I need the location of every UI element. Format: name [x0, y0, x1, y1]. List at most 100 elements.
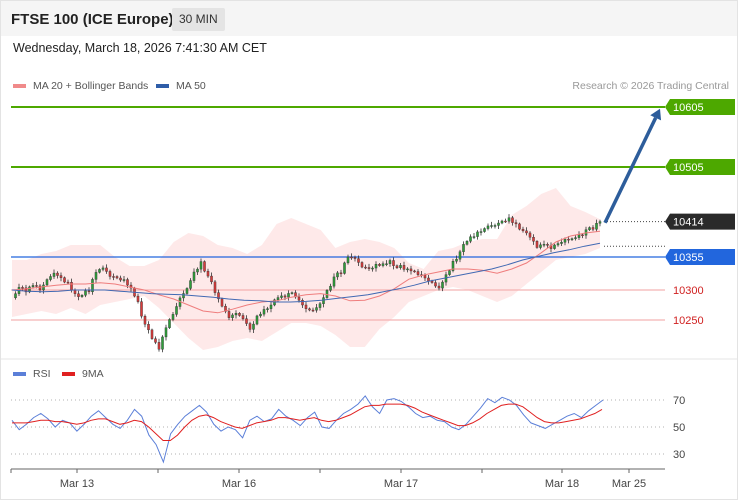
candle-body	[126, 279, 129, 286]
candle-body	[35, 285, 38, 287]
rsi-tick-30: 30	[673, 449, 685, 461]
candle-body	[535, 241, 539, 248]
candle-body	[455, 258, 458, 262]
candle-body	[336, 272, 339, 278]
forecast-arrow-layer	[603, 108, 662, 224]
candle-body	[231, 314, 234, 318]
candle-body	[266, 308, 269, 310]
candle-body	[371, 267, 374, 270]
time-axis-layer: Mar 13 Mar 16 Mar 17 Mar 18 Mar 25	[10, 468, 665, 490]
candle-body	[269, 304, 273, 309]
candle-body	[91, 279, 94, 293]
candle-body	[105, 267, 108, 272]
candle-body	[21, 287, 24, 289]
candle-body	[504, 220, 507, 223]
candle-body	[255, 315, 259, 325]
ma50-swatch	[156, 84, 169, 88]
rsi-ma-swatch	[62, 372, 75, 376]
candle-body	[80, 295, 84, 297]
candle-body	[465, 241, 469, 245]
candle-body	[388, 260, 392, 264]
candle-body	[367, 267, 371, 269]
candle-body	[175, 306, 178, 315]
candle-body	[423, 274, 427, 279]
candle-body	[357, 258, 360, 263]
candle-body	[164, 327, 168, 338]
price-label-10300: 10300	[673, 285, 704, 297]
candle-body	[98, 269, 101, 273]
candle-body	[140, 301, 143, 317]
candle-body	[192, 271, 196, 281]
legend-rsi-ma: 9MA	[62, 368, 104, 380]
candle-body	[546, 244, 549, 246]
candle-body	[511, 217, 514, 223]
candle-body	[476, 231, 479, 237]
price-label-10605-bg	[665, 99, 735, 115]
candle-body	[497, 222, 500, 226]
candle-body	[182, 293, 185, 299]
candle-body	[332, 276, 336, 287]
candle-body	[539, 244, 542, 248]
candle-body	[311, 309, 315, 312]
candle-body	[297, 296, 301, 301]
candle-body	[577, 234, 581, 238]
candle-body	[322, 297, 325, 304]
candle-body	[259, 313, 262, 317]
time-tick-label: Mar 25	[612, 478, 646, 490]
candle-body	[157, 342, 161, 350]
candle-body	[59, 275, 63, 278]
price-labels-layer: 10605 10505 10414 10355 10300 10250	[665, 99, 735, 327]
legend-ma50-label: MA 50	[176, 80, 206, 92]
candle-body	[56, 272, 59, 276]
time-tick-label: Mar 13	[60, 478, 94, 490]
price-label-10355-bg	[665, 249, 735, 265]
timeframe-badge[interactable]: 30 MIN	[172, 8, 225, 31]
candle-body	[28, 286, 31, 293]
candle-body	[147, 324, 150, 331]
candle-body	[287, 293, 290, 298]
candle-body	[24, 287, 28, 293]
candle-body	[84, 290, 87, 296]
candle-body	[241, 315, 245, 319]
candle-body	[430, 280, 434, 283]
candle-body	[325, 290, 329, 298]
candle-body	[206, 270, 210, 277]
bollinger-swatch	[13, 84, 26, 88]
chart-header: FTSE 100 (ICE Europe) 30 MIN	[1, 1, 737, 36]
candle-body	[196, 268, 199, 273]
rsi-ma-line	[12, 403, 603, 441]
candle-body	[378, 264, 381, 266]
candle-body	[483, 228, 486, 232]
candle-body	[122, 279, 126, 281]
candle-body	[101, 267, 105, 270]
candle-body	[290, 292, 294, 294]
candle-body	[350, 256, 353, 259]
candle-body	[238, 313, 241, 316]
candle-body	[31, 285, 35, 288]
candle-body	[493, 225, 497, 227]
candle-body	[392, 260, 395, 266]
candle-body	[595, 223, 598, 230]
candle-body	[283, 295, 287, 298]
rsi-swatch	[13, 372, 26, 376]
candle-body	[395, 265, 399, 269]
rsi-layer: 70 50 30	[1, 358, 737, 464]
candle-body	[567, 238, 570, 241]
candle-body	[542, 244, 546, 246]
candle-body	[437, 285, 441, 289]
candle-body	[581, 234, 584, 237]
candle-body	[563, 238, 567, 243]
candle-body	[161, 336, 164, 350]
bollinger-layer	[12, 188, 600, 350]
candle-body	[441, 281, 444, 289]
forecast-arrow-shaft	[603, 117, 658, 224]
legend-ma50: MA 50	[156, 80, 206, 92]
candle-body	[203, 261, 206, 272]
candle-body	[213, 281, 217, 293]
candle-body	[448, 270, 451, 275]
candle-body	[346, 256, 350, 264]
candle-body	[73, 289, 77, 294]
candle-body	[154, 338, 157, 343]
candle-body	[574, 237, 577, 239]
